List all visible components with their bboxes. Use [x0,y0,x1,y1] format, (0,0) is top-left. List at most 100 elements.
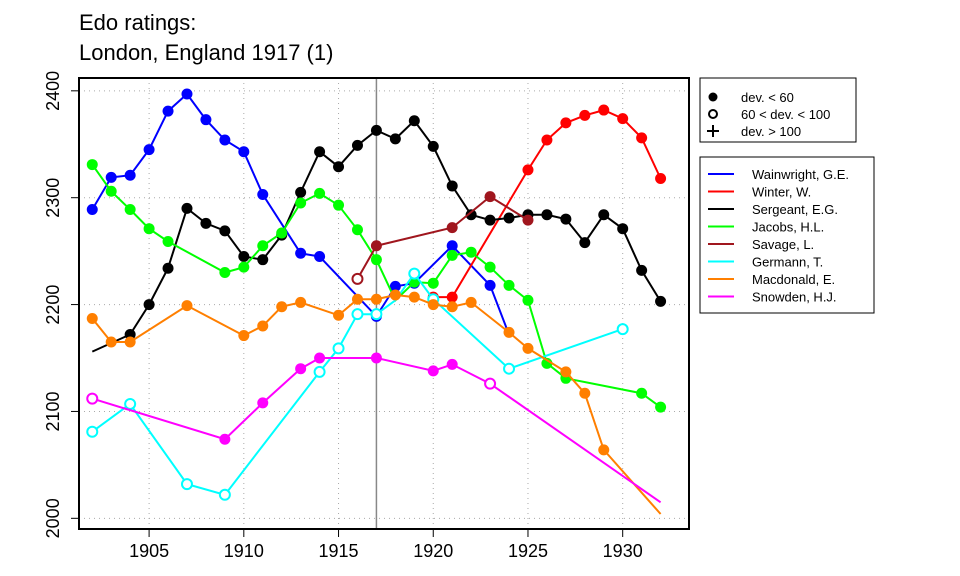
data-point [105,336,117,348]
data-point [162,236,174,248]
data-point-open [351,272,364,285]
data-point-open [616,323,629,336]
data-point [465,246,477,258]
data-point [333,161,345,173]
data-point [351,293,363,305]
axes: 1905 1910 1915 1920 1925 1930 2000 2100 2200 2300… [43,71,643,561]
data-point-open [408,267,421,280]
data-point [541,209,553,221]
series-savage-l [351,191,534,285]
y-tick-label: 2300 [43,178,63,218]
data-point [143,144,155,156]
data-point [503,279,515,291]
data-point [560,366,572,378]
data-point [446,291,458,303]
data-point [541,357,553,369]
data-point [314,352,326,364]
data-point [522,214,534,226]
x-tick-label: 1915 [319,541,359,561]
data-point [522,164,534,176]
data-point [181,300,193,312]
data-point [484,279,496,291]
data-point [238,261,250,273]
data-point [389,133,401,145]
data-point [636,132,648,144]
data-point [219,134,231,146]
legend-label: Winter, W. [752,185,811,200]
data-point-open [86,392,99,405]
y-tick-label: 2400 [43,71,63,111]
data-point [446,358,458,370]
data-point [257,188,269,200]
marker-legend-label: dev. < 60 [741,90,794,105]
data-point [370,352,382,364]
data-point-open [332,342,345,355]
data-point-open [484,377,497,390]
y-tick-label: 2000 [43,498,63,538]
data-point [124,203,136,215]
data-point [408,276,420,288]
series-jacobs-h-l [86,159,667,413]
data-point [295,197,307,209]
data-point [124,336,136,348]
data-point-open [124,397,137,410]
data-point [351,224,363,236]
data-point [427,277,439,289]
data-point [655,401,667,413]
data-point [257,240,269,252]
data-point [219,225,231,237]
data-point-open [86,425,99,438]
series-line [91,271,624,496]
data-point [579,387,591,399]
data-point [579,237,591,249]
data-point [389,280,401,292]
data-point [276,227,288,239]
marker-legend-label: 60 < dev. < 100 [741,107,830,122]
data-point [143,223,155,235]
data-point [427,299,439,311]
x-tick-label: 1910 [224,541,264,561]
data-point [295,247,307,259]
data-point [86,203,98,215]
series-sergeant-e-g [91,115,667,353]
data-point [503,212,515,224]
y-tick-label: 2200 [43,285,63,325]
data-point [162,262,174,274]
data-point [617,113,629,125]
x-tick-label: 1930 [603,541,643,561]
data-point [200,217,212,229]
data-point [314,146,326,158]
data-point [655,295,667,307]
data-point [560,213,572,225]
data-point [446,301,458,313]
data-point [295,363,307,375]
data-point [503,326,515,338]
x-tick-label: 1925 [508,541,548,561]
data-point [465,209,477,221]
data-point [408,291,420,303]
marker-legend-box [699,77,857,143]
data-point [257,320,269,332]
legend-label: Macdonald, E. [752,272,835,287]
data-point [238,330,250,342]
data-point [598,104,610,116]
data-point [124,169,136,181]
legend-label: Sergeant, E.G. [752,202,838,217]
data-point [370,124,382,136]
data-point [181,202,193,214]
legend-label: Germann, T. [752,255,823,270]
legend-label: Jacobs, H.L. [752,220,824,235]
data-point [560,117,572,129]
data-point [238,146,250,158]
filled-marker-icon [708,92,718,102]
data-point [370,254,382,266]
data-point [370,240,382,252]
x-tick-label: 1905 [129,541,169,561]
series-legend: Wainwright, G.E. Winter, W. Sergeant, E.G.… [699,156,875,314]
data-point-open [351,308,364,321]
data-point [219,267,231,279]
series-legend-box [699,156,875,314]
data-point [351,139,363,151]
data-point [143,299,155,311]
